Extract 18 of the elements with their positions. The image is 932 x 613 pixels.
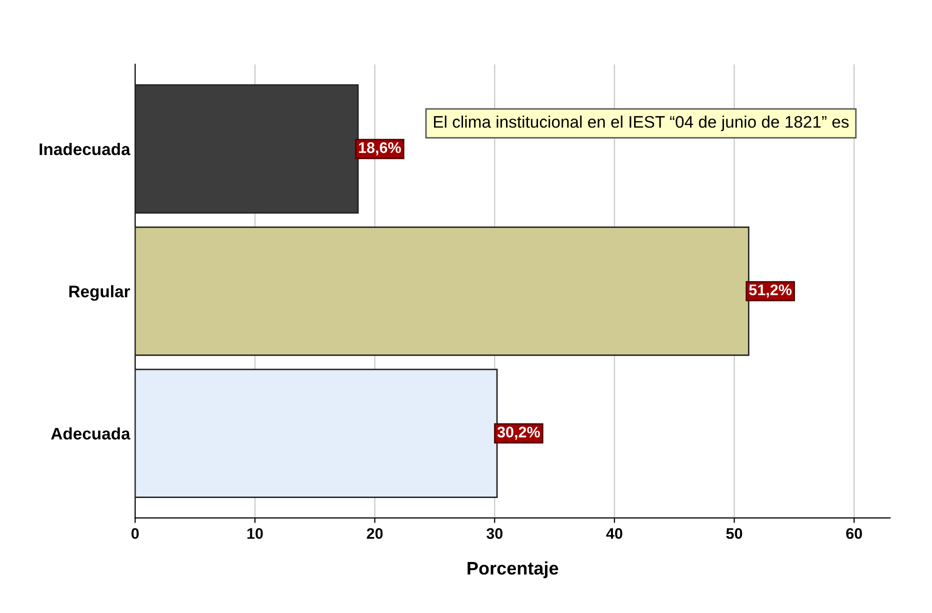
annotation: El clima institucional en el IEST “04 de junio de 1821” es bbox=[434, 116, 849, 132]
y-tick-label: Adecuada bbox=[51, 427, 130, 440]
x-tick-label: 0 bbox=[131, 528, 139, 539]
x-tick-label: 30 bbox=[486, 528, 502, 539]
bar bbox=[135, 368, 498, 498]
x-axis-title: Porcentaje bbox=[468, 561, 558, 578]
bar bbox=[135, 226, 750, 356]
data-label: 51,2% bbox=[749, 284, 792, 298]
data-label: 18,6% bbox=[358, 142, 401, 156]
x-tick-label: 60 bbox=[846, 528, 862, 539]
x-tick-label: 40 bbox=[606, 528, 622, 539]
x-tick-label: 20 bbox=[366, 528, 383, 539]
x-tick-label: 50 bbox=[726, 528, 742, 539]
y-tick-label: Regular bbox=[69, 285, 130, 301]
x-tick-label: 10 bbox=[247, 528, 263, 539]
bar bbox=[135, 84, 359, 214]
data-label: 30,2% bbox=[497, 426, 540, 440]
y-tick-label: Inadecuada bbox=[40, 142, 130, 156]
